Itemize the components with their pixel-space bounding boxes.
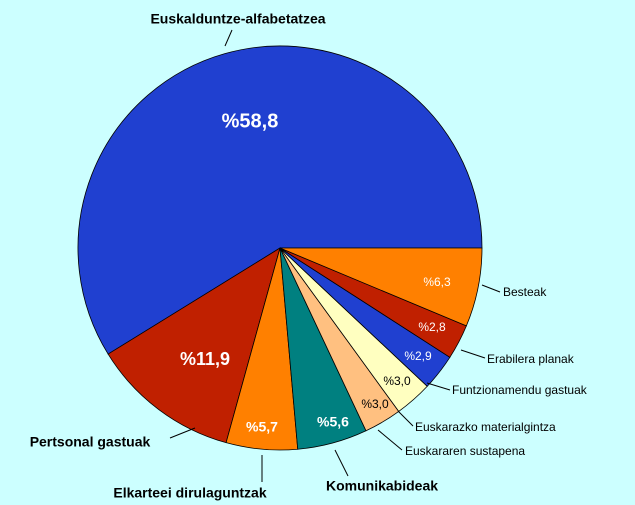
- value-label: %11,9: [180, 349, 230, 369]
- value-label: %6,3: [423, 275, 451, 289]
- leader-line: [460, 349, 486, 359]
- leader-line: [377, 429, 403, 451]
- pie-slice: [77, 45, 483, 355]
- value-label: %5,6: [317, 414, 349, 430]
- pie-slice: [107, 247, 281, 444]
- value-label: %2,8: [418, 320, 446, 334]
- leader-line: [169, 427, 196, 439]
- leader-line: [397, 410, 414, 427]
- category-label: Euskalduntze-alfabetatzea: [150, 11, 325, 27]
- value-label: %5,7: [246, 419, 278, 435]
- leader-line: [334, 449, 349, 477]
- pie-slice: [279, 247, 483, 327]
- category-label: Pertsonal gastuak: [30, 434, 151, 450]
- leader-line: [224, 29, 233, 47]
- value-label: %3,0: [361, 397, 389, 411]
- value-label: %58,8: [222, 110, 279, 132]
- category-label: Komunikabideak: [326, 478, 438, 494]
- leader-line: [426, 382, 451, 391]
- category-label: Erabilera planak: [487, 352, 575, 366]
- leader-line: [481, 284, 501, 293]
- category-label: Euskarazko materialgintza: [415, 420, 556, 434]
- category-label: Besteak: [503, 285, 547, 299]
- category-label: Funtzionamendu gastuak: [452, 383, 588, 397]
- category-label: Elkarteei dirulaguntzak: [113, 485, 266, 501]
- value-label: %3,0: [383, 374, 411, 388]
- category-label: Euskararen sustapena: [405, 444, 525, 458]
- value-label: %2,9: [404, 349, 432, 363]
